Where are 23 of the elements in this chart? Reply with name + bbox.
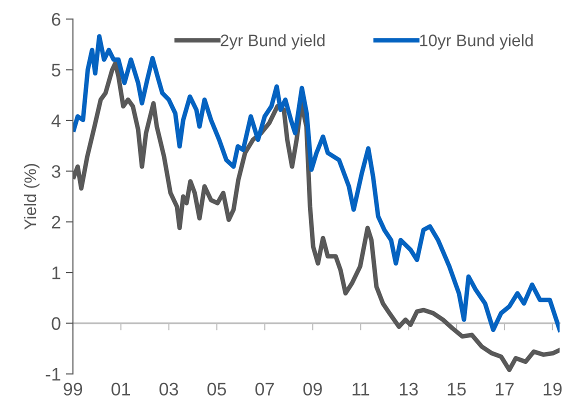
y-tick-label: -1 [46, 368, 60, 380]
y-tick-label: 4 [51, 114, 61, 128]
legend-label: 2yr Bund yield [220, 34, 325, 50]
x-tick-label: 05 [207, 382, 226, 396]
x-tick-label: 03 [159, 382, 178, 396]
x-tick-label: 19 [544, 382, 562, 396]
y-tick-label: 3 [52, 165, 60, 178]
y-tick-label: 6 [52, 13, 60, 26]
y-tick-label: 1 [52, 266, 60, 280]
y-axis-title: Yield (%) [24, 164, 40, 230]
x-tick-label: 15 [448, 382, 466, 396]
x-tick-label: 99 [64, 382, 82, 396]
y-tick-label: 2 [52, 216, 60, 228]
y-tick-label: 0 [52, 317, 60, 330]
x-tick-label: 17 [496, 382, 514, 396]
line-series [72, 34, 560, 332]
x-tick-label: 07 [255, 382, 274, 396]
y-tick-label: 5 [52, 64, 60, 76]
x-tick-label: 01 [112, 382, 130, 396]
x-tick-label: 13 [400, 382, 418, 396]
legend-label: 10yr Bund yield [420, 34, 533, 50]
x-tick-label: 11 [352, 382, 370, 396]
x-tick-label: 09 [303, 382, 322, 396]
